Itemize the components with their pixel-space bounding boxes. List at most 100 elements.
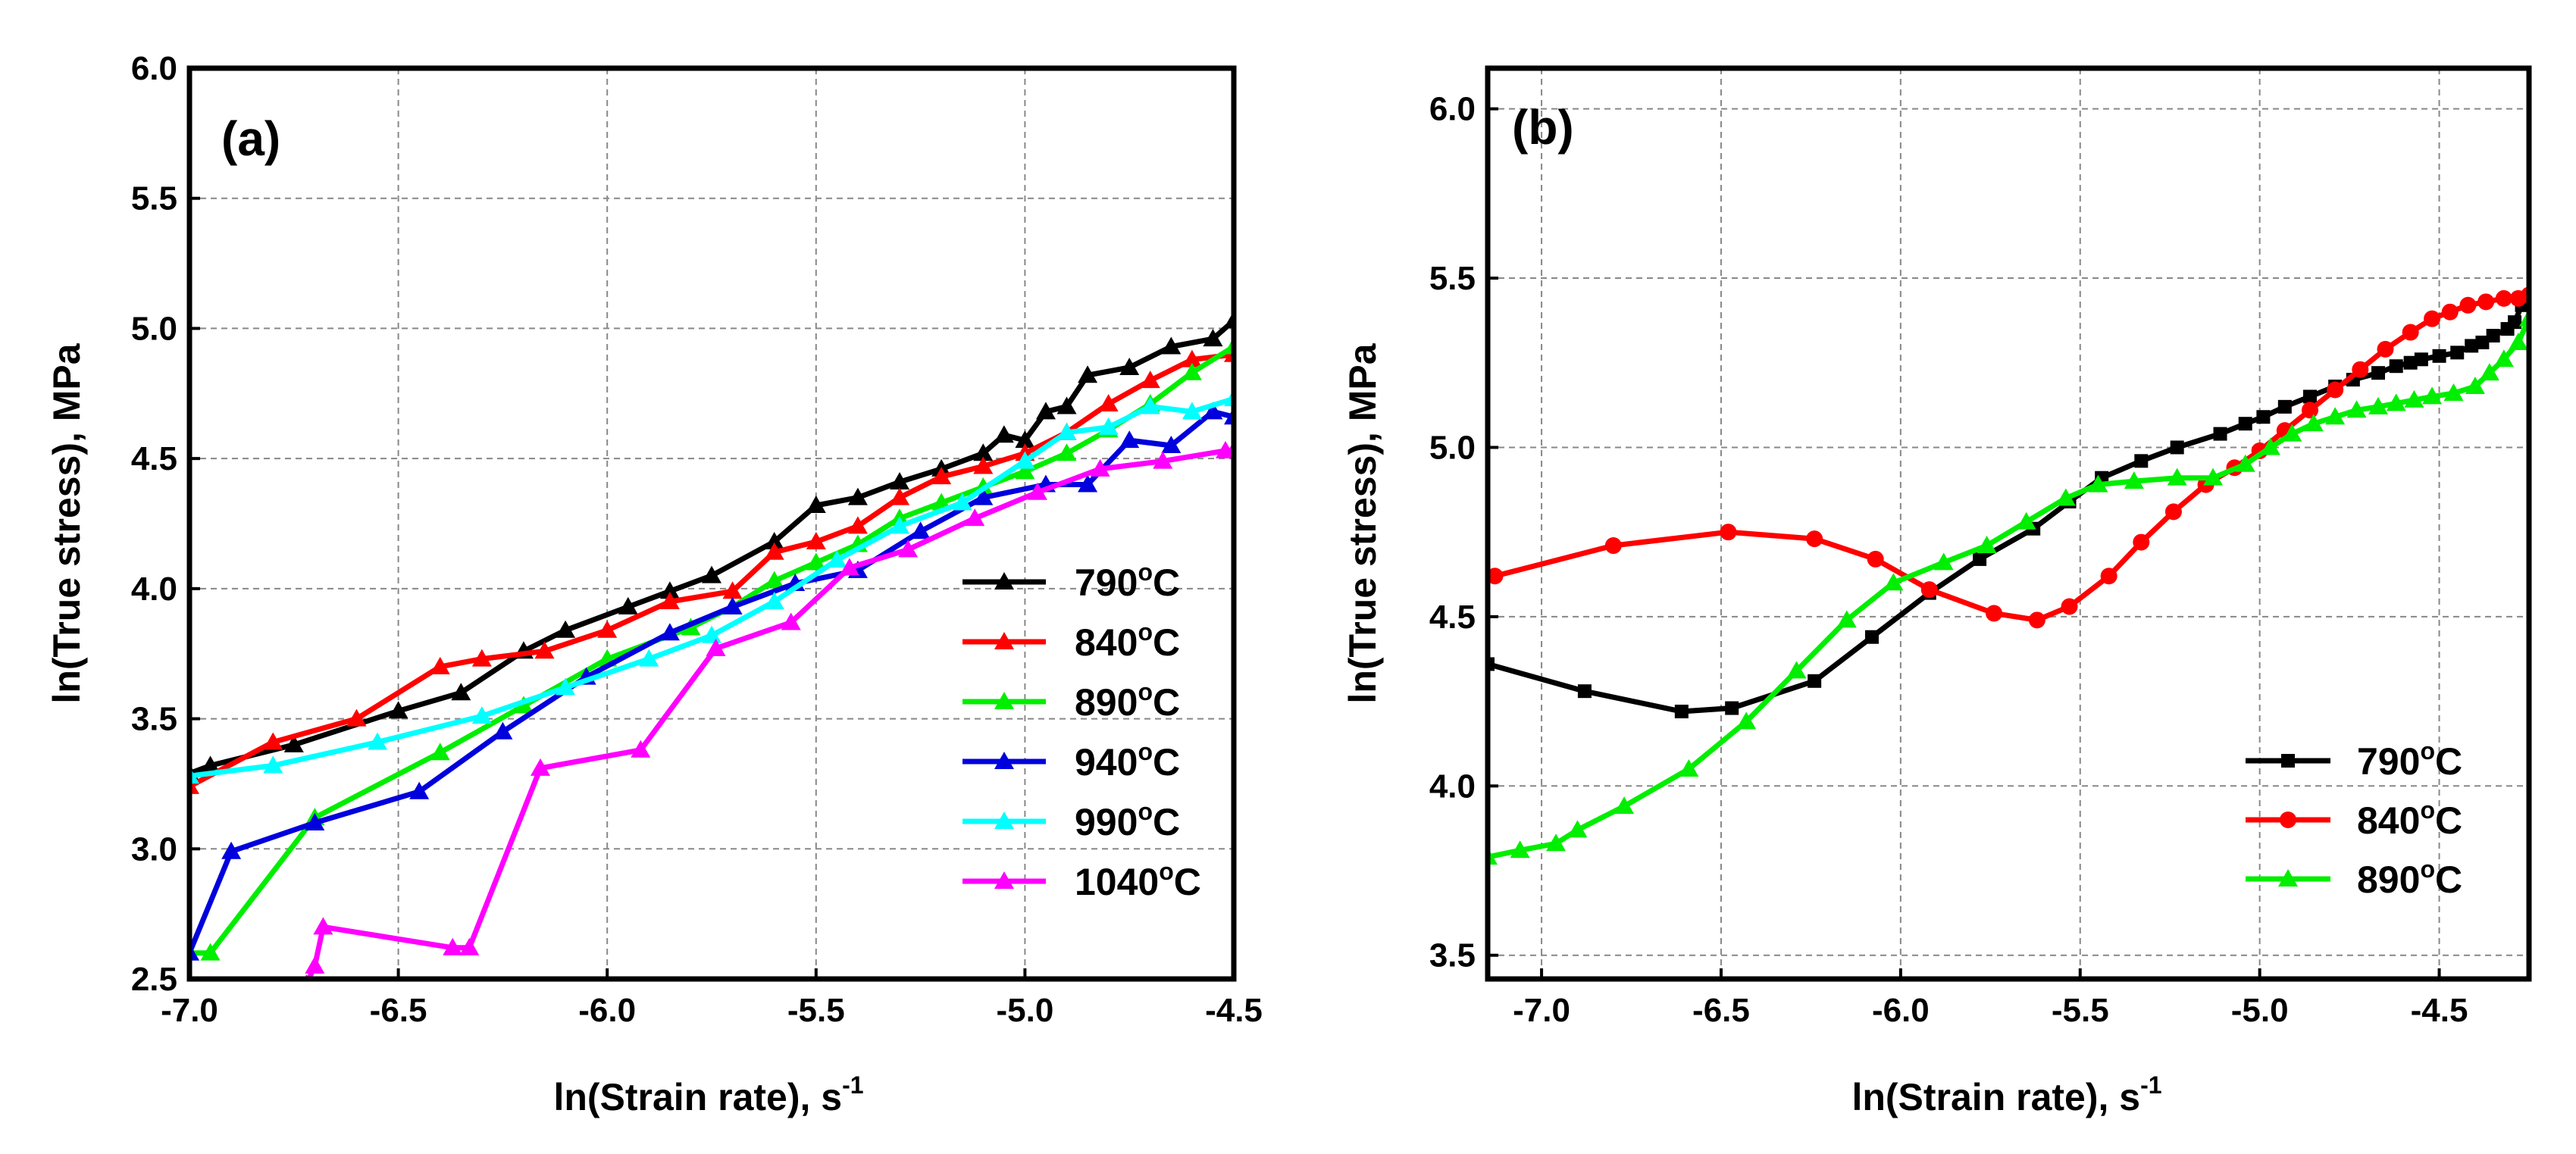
panel-a-series (189, 311, 1234, 979)
panel-a-point-990 (1056, 422, 1077, 440)
panel-a-x-tick-label: -5.0 (996, 992, 1053, 1029)
panel-b-point-790 (2302, 389, 2317, 404)
panel-a-point-840 (346, 708, 367, 727)
panel-b-x-tick-label: -4.5 (2411, 992, 2468, 1029)
panel-a-point-890 (764, 571, 784, 589)
panel-a-point-790 (200, 755, 221, 774)
panel-b-point-890 (1883, 573, 1904, 591)
panel-b-point-890 (1736, 711, 1757, 730)
panel-b-series (1488, 286, 2529, 865)
panel-b-point-890 (2368, 396, 2389, 414)
panel-a-y-tick-label: 2.5 (131, 961, 177, 998)
panel-b-point-890 (2303, 414, 2324, 432)
panel-a-point-840 (430, 656, 450, 674)
panel-b-point-890 (1933, 552, 1954, 571)
panel-b-point-790 (1577, 684, 1592, 699)
panel-a-legend-label-790: 790oC (1075, 558, 1180, 604)
panel-a-point-840 (534, 641, 555, 659)
panel-b-point-890 (1614, 796, 1635, 815)
panel-a-point-790 (1056, 396, 1077, 414)
panel-a-point-840 (722, 581, 743, 599)
panel-a-point-940 (493, 721, 513, 740)
panel-a-series-line-940 (189, 408, 1234, 955)
panel-b-x-axis-label: ln(Strain rate), s-1 (1851, 1071, 2161, 1118)
panel-b-point-840 (2459, 296, 2477, 314)
panel-a-x-tick-label: -5.5 (787, 992, 845, 1029)
panel-b-point-790 (2414, 352, 2428, 367)
panel-a-point-840 (764, 542, 784, 560)
panel-a-point-1040 (1027, 482, 1047, 500)
panel-b-point-890 (2282, 424, 2302, 442)
panel-b-point-790 (1973, 552, 1987, 566)
panel-a-point-790 (1015, 430, 1035, 449)
panel-a-x-tick-label: -7.0 (161, 992, 218, 1029)
panel-a-point-790 (1035, 402, 1056, 420)
panel-a-point-940 (973, 487, 994, 505)
panel-b-point-790 (2134, 454, 2149, 468)
panel-a-point-840 (806, 532, 826, 550)
panel-b-point-840 (2424, 310, 2441, 327)
panel-b-y-tick-label: 6.0 (1429, 91, 1476, 128)
panel-b-legend-marker-840 (2280, 812, 2296, 828)
panel-b-point-790 (2389, 359, 2403, 374)
panel-b: -7.0 -6.5 -6.0 -5.5 -5.0 -4.5 3.5 4.0 4.5 5.0 5.5 6… (1341, 65, 2532, 1118)
panel-b-point-890 (1679, 758, 1699, 777)
panel-b-y-tick-label: 5.0 (1429, 429, 1476, 466)
panel-a-point-990 (1182, 402, 1202, 420)
panel-b-legend-label-890: 890oC (2357, 855, 2462, 901)
panel-a-point-790 (556, 620, 576, 638)
panel-a-point-840 (1098, 394, 1119, 412)
panel-a-ticks: -7.0 -6.5 -6.0 -5.5 -5.0 -4.5 2.5 3.0 3.5 4.0 4.5 5… (131, 50, 1263, 1029)
panel-a-point-940 (305, 812, 325, 830)
panel-b-point-890 (2346, 400, 2367, 418)
panel-a-legend-label-990: 990oC (1075, 798, 1180, 843)
panel-b-x-tick-label: -6.5 (1692, 992, 1750, 1029)
panel-a-point-1040 (313, 917, 333, 935)
panel-a-y-axis-label: ln(True stress), MPa (45, 342, 88, 703)
panel-b-point-840 (2327, 381, 2344, 399)
panel-a-point-990 (702, 625, 721, 643)
panel-a-point-990 (1098, 417, 1119, 435)
panel-a-point-790 (1119, 357, 1140, 375)
panel-a-point-840 (1182, 349, 1202, 367)
panel-b-point-890 (1546, 833, 1567, 852)
panel-b-point-840 (2352, 361, 2369, 378)
panel-a-point-790 (847, 487, 868, 505)
panel-b-grid (1488, 68, 2529, 979)
panel-b-point-840 (2477, 293, 2495, 311)
panel-a-legend: 790oC 840oC 890oC 940oC 990oC 1040oC (962, 558, 1201, 903)
panel-a-y-tick-label: 3.0 (131, 830, 177, 868)
panel-a-point-1040 (631, 740, 651, 758)
panel-a-x-tick-label: -4.5 (1205, 992, 1263, 1029)
panel-a-point-990 (764, 592, 784, 610)
panel-a-y-tick-label: 4.0 (131, 571, 177, 608)
panel-a-point-840 (471, 649, 492, 667)
panel-b-point-890 (2167, 468, 2187, 486)
panel-b-point-790 (2403, 355, 2418, 370)
panel-b-point-790 (1864, 630, 1879, 644)
panel-b-legend-label-790: 790oC (2357, 737, 2462, 783)
panel-b-point-840 (1867, 550, 1884, 568)
panel-a-legend-marker-940 (994, 752, 1014, 769)
panel-b-legend: 790oC 840oC 890oC (2246, 737, 2462, 901)
panel-b-point-790 (2256, 410, 2271, 424)
panel-a-point-790 (994, 425, 1014, 443)
panel-b-point-890 (2404, 389, 2424, 408)
panel-b-point-840 (2133, 533, 2150, 551)
panel-a-point-840 (597, 620, 618, 638)
panel-a-point-840 (263, 732, 283, 750)
panel-b-point-790 (2277, 399, 2292, 414)
panel-b-point-840 (2377, 340, 2394, 358)
panel-a-legend-marker-790 (994, 572, 1014, 590)
panel-a-point-990 (890, 516, 910, 534)
panel-a-frame (186, 65, 1237, 982)
panel-a-legend-label-1040: 1040oC (1075, 858, 1201, 903)
panel-b-point-890 (2016, 511, 2036, 530)
panel-b-point-890 (2508, 332, 2528, 350)
panel-a-point-790 (1078, 365, 1098, 383)
panel-b-point-790 (1488, 657, 1495, 671)
panel-a-point-790 (283, 734, 304, 752)
panel-a-point-840 (847, 516, 868, 534)
panel-a-point-790 (618, 596, 638, 615)
panel-a-legend-marker-990 (994, 812, 1014, 829)
